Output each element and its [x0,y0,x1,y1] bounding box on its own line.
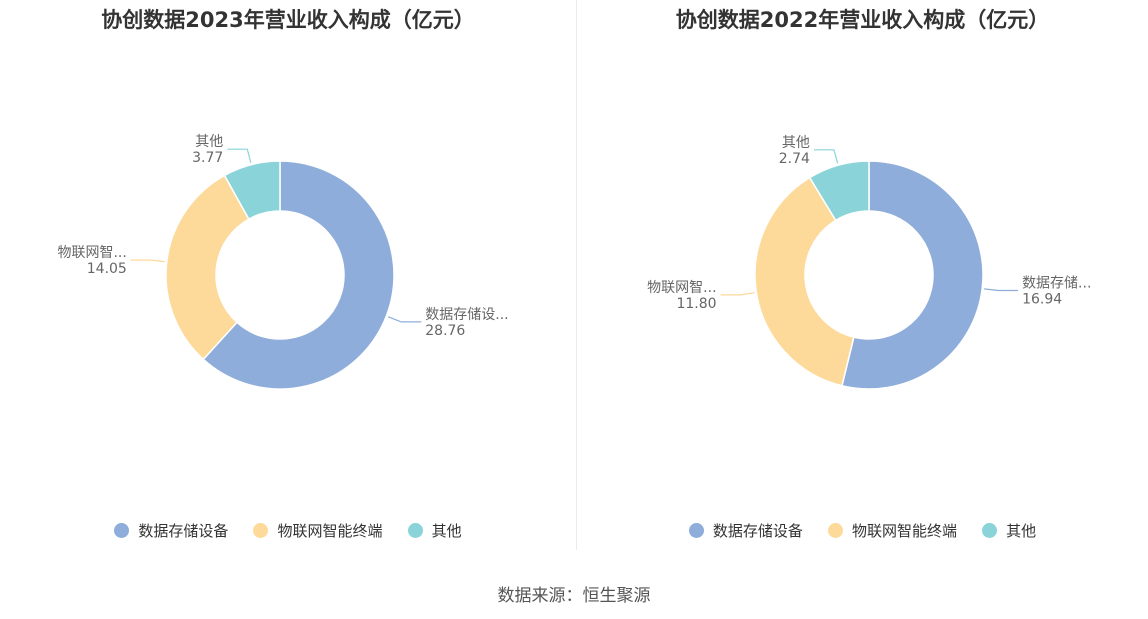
leader-line-other [227,148,252,163]
donut-chart-2022: 数据存储...16.94 物联网智...11.80 其他2.74 [647,135,1091,390]
legend-label: 其他 [1006,522,1037,540]
slice-storage[interactable] [202,160,395,390]
leader-line-storage [387,316,422,323]
legend-item-storage[interactable]: 数据存储设备 [688,520,803,541]
legend: 数据存储设备 物联网智能终端 其他 [0,520,576,541]
leader-line-other [813,149,839,164]
leader-line-iot [130,259,165,263]
slice-storage[interactable] [841,160,984,390]
slice-label-value: 16.94 [1022,292,1062,308]
slice-other[interactable] [223,160,281,221]
slice-other[interactable] [808,160,870,222]
legend-item-storage[interactable]: 数据存储设备 [114,520,228,541]
slice-label-name: 数据存储设... [425,307,508,323]
legend-dot-icon [982,523,998,538]
chart-panel-2023: 协创数据2023年营业收入构成（亿元） 数据存储设... 28.76 物联网智...… [0,0,576,560]
slice-iot[interactable] [165,174,250,361]
legend-item-iot[interactable]: 物联网智能终端 [827,520,957,541]
leader-line-iot [720,292,755,296]
legend-item-other[interactable]: 其他 [982,520,1036,541]
legend-label: 物联网智能终端 [277,522,383,540]
slice-label-value: 3.77 [192,150,223,166]
legend-item-other[interactable]: 其他 [407,520,462,541]
legend-item-iot[interactable]: 物联网智能终端 [253,520,383,541]
data-source: 数据来源：恒生聚源 [497,586,651,606]
slice-label-value: 2.74 [779,151,810,167]
legend-dot-icon [253,523,269,538]
chart-title: 协创数据2022年营业收入构成（亿元） [675,8,1050,32]
legend-dot-icon [827,523,843,538]
slice-iot[interactable] [754,176,855,387]
slice-label-value: 28.76 [425,323,465,339]
slice-label-value: 11.80 [676,296,716,312]
slice-label-name: 物联网智... [57,245,126,261]
legend-label: 数据存储设备 [712,522,803,540]
donut-chart-2023: 数据存储设...28.76 物联网智...14.05 其他3.77 [57,134,509,390]
legend-label: 物联网智能终端 [851,522,957,540]
chart-title: 协创数据2023年营业收入构成（亿元） [101,8,475,32]
legend-label: 数据存储设备 [138,522,229,540]
legend: 数据存储设备 物联网智能终端 其他 [577,520,1148,541]
slice-label-name: 数据存储... [1022,276,1091,292]
chart-panel-2022: 协创数据2022年营业收入构成（亿元） 数据存储... 16.94 物联网智... 1… [577,0,1148,560]
slice-label-name: 其他 [195,134,223,150]
legend-label: 其他 [431,522,462,540]
legend-dot-icon [407,523,423,538]
slice-label-name: 物联网智... [647,280,716,296]
panel-divider [576,0,577,550]
legend-dot-icon [688,523,704,538]
leader-line-storage [984,288,1019,292]
slice-label-value: 14.05 [87,261,127,277]
slice-label-name: 其他 [782,135,810,151]
legend-dot-icon [114,523,130,538]
